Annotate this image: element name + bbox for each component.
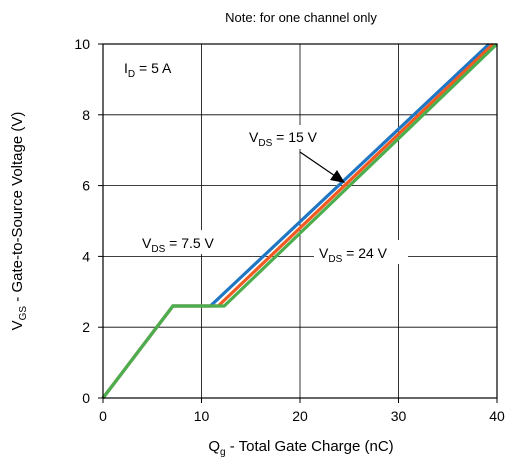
vds-7-5-label-sub: DS [151,244,165,255]
vds-7-5-label: VDS = 7.5 V [142,235,215,255]
y-axis-title-rest: - Gate-to-Source Voltage (V) [9,112,26,306]
vds-15-arrowhead [330,170,345,183]
vds-15-label-bg [244,125,336,149]
x-axis-title-main: Q [208,438,220,455]
series-lines [101,42,499,399]
vds-15-label-sub: DS [258,138,272,149]
y-tick-label: 4 [82,248,90,264]
vds-15-label-main: V [249,129,259,145]
vds-15-label-rest: = 15 V [272,129,317,145]
axis-ticks: 0 10 20 30 40 0 2 4 6 8 10 [74,36,505,424]
drain-current-label-sub: D [128,69,135,80]
x-tick-label: 30 [391,408,407,424]
y-tick-label: 8 [82,107,90,123]
drain-current-label-main: I [124,60,128,76]
x-axis-title-rest: - Total Gate Charge (nC) [226,438,394,455]
chart-note: Note: for one channel only [225,10,377,25]
vds-24-label-main: V [319,245,329,261]
y-tick-label: 0 [82,390,90,406]
grid-lines [103,44,497,398]
y-axis-title-sub: GS [18,306,29,321]
series-line-3 [101,42,499,399]
y-tick-label: 2 [82,319,90,335]
vds-24-label-sub: DS [328,254,342,265]
x-tick-label: 0 [99,408,107,424]
x-tick-label: 40 [489,408,505,424]
x-tick-label: 10 [194,408,210,424]
vds-24-label-bg [314,240,408,264]
vds-24-label-rest: = 24 V [342,245,387,261]
y-axis-title: VGS - Gate-to-Source Voltage (V) [9,112,29,331]
vds-7-5-label-bg [139,230,235,254]
vds-7-5-label-main: V [142,235,152,251]
series-line-1 [101,42,491,399]
vds-7-5-label-rest: = 7.5 V [165,235,214,251]
x-axis-title-sub: g [220,447,226,458]
y-tick-label: 6 [82,178,90,194]
x-axis-title: Qg - Total Gate Charge (nC) [208,438,393,458]
drain-current-label-rest: = 5 A [135,60,172,76]
y-axis-title-main: V [9,320,26,330]
x-tick-label: 20 [292,408,308,424]
drain-current-label: ID = 5 A [124,60,172,80]
y-tick-label: 10 [74,36,90,52]
vds-15-label: VDS = 15 V [249,129,318,149]
vds-15-arrow-line [299,151,339,179]
vds-24-label: VDS = 24 V [319,245,388,265]
